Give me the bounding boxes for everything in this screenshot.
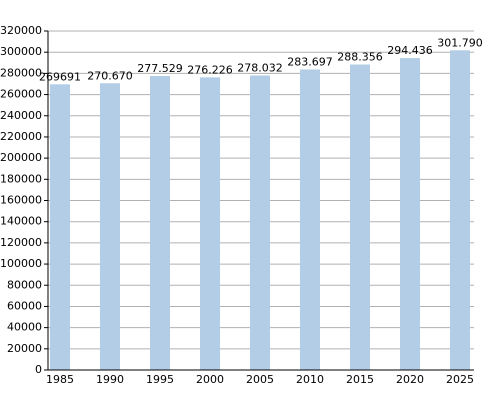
bar (450, 50, 470, 370)
y-tick-label: 0 (35, 363, 42, 376)
bar (300, 69, 320, 370)
value-label: 301.790 (437, 36, 483, 49)
y-tick-label: 100000 (0, 257, 42, 270)
x-tick-label: 2010 (296, 373, 324, 386)
y-tick-label: 20000 (7, 342, 42, 355)
bar (200, 77, 220, 370)
bar (100, 83, 120, 370)
value-label: 278.032 (237, 61, 283, 74)
x-tick-label: 2020 (396, 373, 424, 386)
y-tick-label: 80000 (7, 278, 42, 291)
x-tick-label: 1995 (146, 373, 174, 386)
value-label: 277.529 (137, 62, 183, 75)
y-tick-label: 40000 (7, 321, 42, 334)
value-label: 294.436 (387, 44, 433, 57)
bar (150, 75, 170, 371)
bar (350, 64, 370, 371)
y-tick-label: 120000 (0, 236, 42, 249)
value-label: 269691 (39, 70, 81, 83)
y-tick-label: 60000 (7, 299, 42, 312)
bar (250, 75, 270, 371)
y-tick-label: 320000 (0, 24, 42, 37)
y-tick-label: 240000 (0, 109, 42, 122)
x-tick-label: 1990 (96, 373, 124, 386)
x-tick-label: 1985 (46, 373, 74, 386)
y-tick-label: 260000 (0, 88, 42, 101)
y-tick-label: 300000 (0, 45, 42, 58)
bar (400, 58, 420, 371)
x-tick-label: 2015 (346, 373, 374, 386)
y-tick-label: 160000 (0, 194, 42, 207)
y-tick-label: 280000 (0, 66, 42, 79)
y-tick-label: 220000 (0, 130, 42, 143)
value-label: 283.697 (287, 55, 333, 68)
x-tick-label: 2000 (196, 373, 224, 386)
value-label: 288.356 (337, 51, 383, 64)
value-label: 270.670 (87, 69, 133, 82)
y-tick-label: 140000 (0, 215, 42, 228)
value-label: 276.226 (187, 63, 233, 76)
x-tick-label: 2025 (446, 373, 474, 386)
y-tick-label: 180000 (0, 172, 42, 185)
y-tick-label: 200000 (0, 151, 42, 164)
x-tick-label: 2005 (246, 373, 274, 386)
bar (50, 84, 70, 371)
